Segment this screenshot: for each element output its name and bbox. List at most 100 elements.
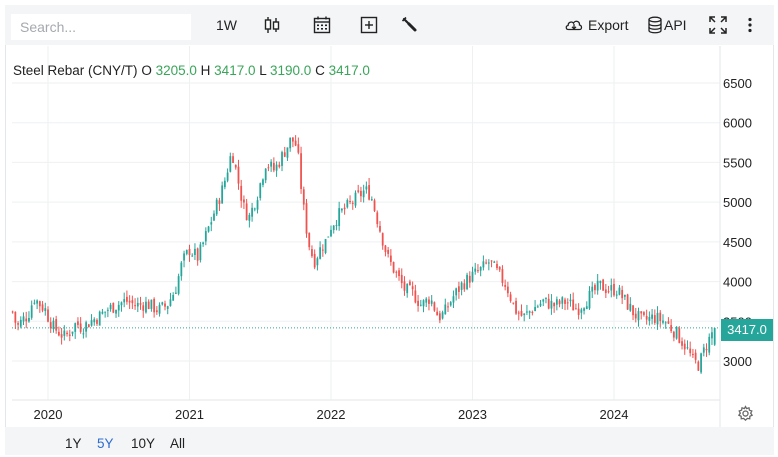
candle	[183, 250, 185, 268]
candle	[493, 260, 496, 263]
candle	[425, 297, 428, 308]
candle	[96, 318, 98, 326]
candle	[264, 168, 267, 184]
candlestick-type-icon[interactable]	[262, 15, 282, 35]
candle	[406, 283, 409, 298]
candle	[66, 330, 68, 337]
candle	[656, 306, 659, 330]
candle	[523, 313, 526, 322]
range-5y-button[interactable]: 5Y	[97, 436, 114, 451]
candle	[281, 150, 283, 172]
candle	[17, 321, 19, 331]
candle	[324, 238, 327, 255]
candle	[460, 281, 463, 296]
settings-gear-icon[interactable]	[737, 405, 754, 422]
candle	[482, 255, 485, 271]
candle	[22, 312, 25, 326]
candle	[117, 301, 120, 317]
candle	[659, 310, 662, 327]
candle	[555, 296, 558, 311]
candle	[362, 184, 365, 203]
candle	[308, 232, 311, 251]
candle	[131, 295, 134, 310]
candle	[594, 283, 596, 295]
candle	[316, 256, 319, 271]
candle	[496, 260, 498, 271]
candle	[126, 290, 128, 305]
candle	[71, 331, 74, 337]
candle	[234, 164, 237, 170]
candle	[223, 177, 226, 190]
candle	[648, 311, 651, 326]
candle	[702, 343, 705, 357]
api-button[interactable]: API	[664, 17, 687, 33]
candle	[602, 278, 605, 291]
candle	[640, 311, 643, 320]
candle	[389, 249, 392, 266]
candle	[436, 307, 439, 316]
price-tick-label: 5500	[723, 155, 752, 170]
more-options-icon[interactable]	[740, 15, 760, 35]
price-tick-label: 6000	[723, 116, 752, 131]
candle	[180, 261, 183, 281]
wrench-icon[interactable]	[400, 15, 420, 35]
candle	[169, 292, 172, 307]
candle	[384, 244, 387, 257]
candle	[19, 316, 22, 329]
candle	[109, 302, 112, 312]
candle	[599, 280, 602, 290]
candle	[68, 329, 71, 342]
candle	[604, 284, 607, 299]
candle	[335, 220, 338, 231]
interval-button[interactable]: 1W	[216, 17, 237, 33]
calendar-icon[interactable]	[312, 15, 332, 35]
high-label: H	[200, 63, 211, 78]
candle	[101, 308, 104, 315]
fullscreen-icon[interactable]	[708, 15, 728, 35]
close-value: 3417.0	[328, 63, 370, 78]
candle	[632, 305, 634, 321]
candle	[672, 330, 675, 342]
search-input[interactable]	[11, 14, 191, 40]
database-icon[interactable]	[645, 15, 665, 35]
candle	[128, 295, 131, 310]
candle	[466, 272, 468, 291]
candle	[321, 244, 324, 257]
candle	[204, 227, 207, 246]
candle	[373, 198, 376, 213]
candle	[395, 270, 398, 278]
candle	[678, 326, 681, 344]
candle	[278, 161, 281, 169]
candle	[419, 299, 422, 307]
candle	[474, 262, 477, 275]
price-tick-label: 3000	[723, 354, 752, 369]
add-indicator-icon[interactable]	[359, 15, 379, 35]
time-tick-label: 2021	[175, 407, 204, 422]
range-1y-button[interactable]: 1Y	[65, 436, 82, 451]
candle	[332, 225, 335, 234]
time-tick-label: 2020	[34, 407, 63, 422]
candle	[566, 298, 569, 310]
candle	[509, 291, 512, 303]
candle	[403, 276, 406, 296]
candle	[115, 309, 117, 318]
candle	[292, 137, 294, 148]
candle	[607, 285, 610, 294]
candle	[591, 281, 594, 299]
candle	[313, 249, 316, 270]
range-all-button[interactable]: All	[170, 436, 186, 451]
export-button[interactable]: Export	[588, 17, 629, 33]
candle	[248, 212, 251, 228]
candle	[455, 287, 458, 301]
candle	[645, 309, 648, 325]
candle	[577, 303, 580, 320]
candle	[259, 182, 262, 201]
cloud-download-icon[interactable]	[564, 15, 584, 35]
candle	[457, 281, 460, 299]
range-10y-button[interactable]: 10Y	[131, 436, 156, 451]
candle	[147, 299, 150, 310]
candle	[534, 300, 536, 312]
price-tick-label: 5000	[723, 195, 752, 210]
candle	[262, 178, 264, 188]
